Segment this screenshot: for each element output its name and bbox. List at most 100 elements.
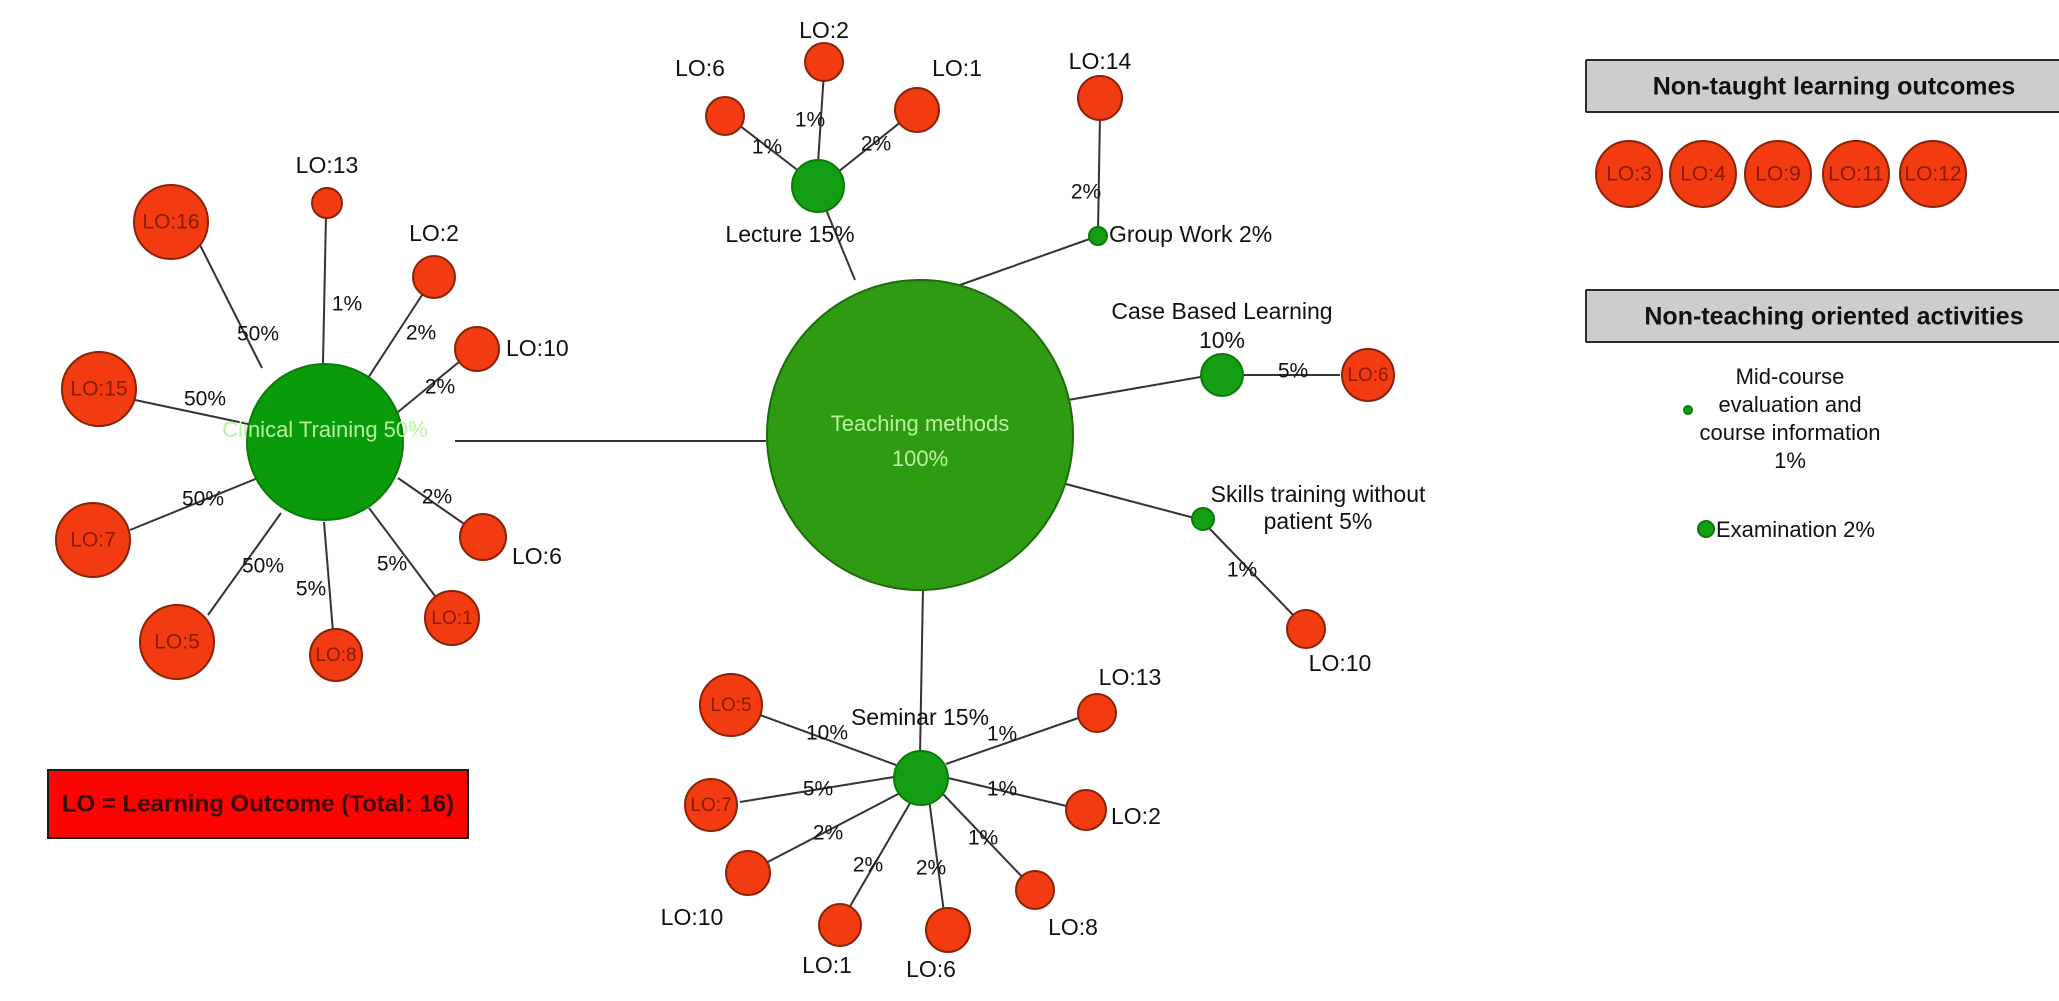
seminar-circle[interactable]: [893, 750, 949, 806]
lo-circle[interactable]: [725, 850, 771, 896]
lo-circle[interactable]: [1341, 348, 1395, 402]
edge-seminar-lo2: [947, 777, 1076, 809]
lo-circle[interactable]: [705, 96, 745, 136]
panel-non-teaching-oriented-activities: Non-teaching oriented activities Mid-cou…: [1585, 289, 2059, 542]
activity-mid-course-evaluation[interactable]: Mid-course evaluation and course informa…: [1683, 364, 1880, 473]
edge-seminar-lo8: [941, 792, 1028, 883]
lo-node[interactable]: LO:3: [1595, 140, 1663, 208]
lo-node[interactable]: [412, 255, 456, 299]
lo-circle[interactable]: [424, 590, 480, 646]
edge-clinical-lo2: [367, 291, 425, 379]
edge-weight: 2%: [813, 822, 843, 845]
lo-circle[interactable]: [459, 513, 507, 561]
lo-circle[interactable]: [1286, 609, 1326, 649]
skills-training-circle[interactable]: [1191, 507, 1215, 531]
lo-node[interactable]: LO:7: [684, 778, 738, 832]
lo-node[interactable]: [725, 850, 771, 896]
edge-skills-lo10: [1207, 526, 1297, 619]
lo-label: LO:1: [431, 608, 472, 629]
lo-circle[interactable]: [1065, 789, 1107, 831]
node-case-based-learning[interactable]: [1200, 353, 1244, 397]
lo-circle[interactable]: [454, 326, 500, 372]
lo-circle[interactable]: [1015, 870, 1055, 910]
activity-marker-dot[interactable]: [1683, 405, 1693, 415]
teaching-methods-circle[interactable]: [766, 279, 1074, 591]
edge-root-seminar: [919, 586, 924, 756]
node-clinical-training[interactable]: Clinical Training 50%: [222, 363, 428, 521]
lo-node[interactable]: LO:12: [1899, 140, 1967, 208]
case-based-learning-circle[interactable]: [1200, 353, 1244, 397]
clinical-training-circle[interactable]: [246, 363, 404, 521]
lo-circle[interactable]: [894, 87, 940, 133]
lo-circle[interactable]: [699, 673, 763, 737]
lo-node[interactable]: [1077, 693, 1117, 733]
lo-label: LO:16: [142, 211, 199, 234]
node-skills-training[interactable]: [1191, 507, 1215, 531]
node-seminar[interactable]: [893, 750, 949, 806]
lo-node[interactable]: LO:6: [1341, 348, 1395, 402]
lo-node[interactable]: LO:1: [424, 590, 480, 646]
lo-circle[interactable]: [1595, 140, 1663, 208]
lo-circle[interactable]: [61, 351, 137, 427]
lo-circle[interactable]: [412, 255, 456, 299]
lo-node[interactable]: LO:11: [1822, 140, 1890, 208]
node-group-work[interactable]: [1088, 226, 1108, 246]
edge-weight: 1%: [795, 109, 825, 132]
lo-circle[interactable]: [1744, 140, 1812, 208]
lo-circle[interactable]: [804, 42, 844, 82]
lo-node[interactable]: LO:5: [699, 673, 763, 737]
lo-node[interactable]: [454, 326, 500, 372]
lo-circle[interactable]: [1669, 140, 1737, 208]
lecture-label: Lecture 15%: [725, 221, 854, 247]
lo-node[interactable]: LO:8: [309, 628, 363, 682]
lo-node[interactable]: [894, 87, 940, 133]
activity-label: Examination 2%: [1716, 517, 1875, 542]
lo-circle[interactable]: [925, 907, 971, 953]
edge-weight: 2%: [861, 133, 891, 156]
legend-learning-outcome: LO = Learning Outcome (Total: 16): [47, 769, 469, 839]
lo-circle[interactable]: [311, 187, 343, 219]
lo-outer-label: LO:8: [1048, 914, 1098, 940]
group-work-label: Group Work 2%: [1109, 221, 1272, 247]
lo-circle[interactable]: [139, 604, 215, 680]
lo-circle[interactable]: [133, 184, 209, 260]
lo-node[interactable]: [1286, 609, 1326, 649]
lo-node[interactable]: LO:9: [1744, 140, 1812, 208]
lo-node[interactable]: [1065, 789, 1107, 831]
lo-circle[interactable]: [1077, 75, 1123, 121]
cluster-skills-training: LO:10 Skills training without patient 5%: [1191, 481, 1426, 676]
lo-node[interactable]: [705, 96, 745, 136]
lo-node[interactable]: [459, 513, 507, 561]
edge-weight: 50%: [242, 555, 284, 578]
legend-box: [47, 769, 469, 839]
lo-circle[interactable]: [1077, 693, 1117, 733]
lo-circle[interactable]: [818, 903, 862, 947]
edge-weight: 50%: [182, 488, 224, 511]
activity-marker-dot[interactable]: [1697, 520, 1715, 538]
lecture-circle[interactable]: [791, 159, 845, 213]
lo-node[interactable]: LO:7: [55, 502, 131, 578]
lo-node[interactable]: LO:15: [61, 351, 137, 427]
lo-circle[interactable]: [309, 628, 363, 682]
lo-node[interactable]: [311, 187, 343, 219]
lo-node[interactable]: LO:16: [133, 184, 209, 260]
node-lecture[interactable]: [791, 159, 845, 213]
lo-label: LO:5: [710, 695, 751, 716]
lo-node[interactable]: LO:4: [1669, 140, 1737, 208]
lo-circle[interactable]: [1899, 140, 1967, 208]
case-based-learning-label-line2: 10%: [1199, 327, 1245, 353]
lo-node[interactable]: [804, 42, 844, 82]
lo-node[interactable]: [1015, 870, 1055, 910]
lo-circle[interactable]: [1822, 140, 1890, 208]
activity-examination[interactable]: Examination 2%: [1697, 517, 1875, 542]
lo-circle[interactable]: [55, 502, 131, 578]
node-teaching-methods[interactable]: Teaching methods 100%: [766, 279, 1074, 591]
lo-node[interactable]: [925, 907, 971, 953]
lo-outer-label: LO:2: [1111, 803, 1161, 829]
lo-label: LO:12: [1904, 163, 1961, 186]
lo-node[interactable]: [1077, 75, 1123, 121]
lo-node[interactable]: LO:5: [139, 604, 215, 680]
lo-node[interactable]: [818, 903, 862, 947]
lo-circle[interactable]: [684, 778, 738, 832]
group-work-circle[interactable]: [1088, 226, 1108, 246]
